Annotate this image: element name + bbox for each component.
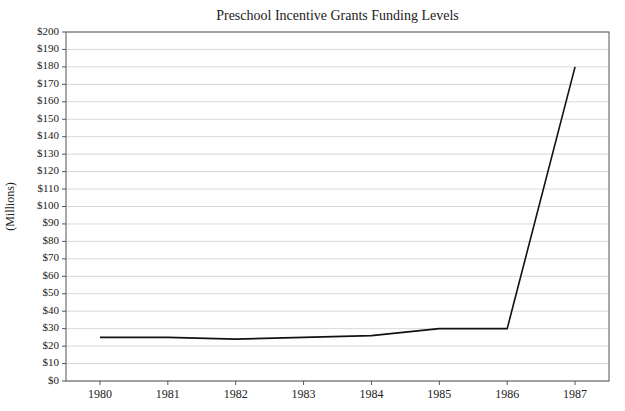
grid-line bbox=[66, 171, 609, 172]
grid-line bbox=[66, 136, 609, 137]
y-tick-label: $50 bbox=[43, 286, 60, 298]
y-tick bbox=[62, 223, 66, 224]
grid-line bbox=[66, 311, 609, 312]
series bbox=[100, 67, 575, 339]
x-tick-label: 1980 bbox=[88, 387, 112, 401]
y-tick-label: $140 bbox=[37, 129, 60, 141]
x-axis: 1980 1981 1982 1983 1984 1985 1986 1987 bbox=[88, 381, 587, 401]
x-tick bbox=[303, 381, 304, 385]
y-tick-label: $30 bbox=[43, 321, 60, 333]
y-tick bbox=[62, 276, 66, 277]
y-tick-label: $130 bbox=[37, 147, 60, 159]
y-tick-label: $80 bbox=[43, 234, 60, 246]
y-tick-label: $110 bbox=[37, 182, 59, 194]
y-axis-label: (Millions) bbox=[3, 182, 17, 231]
grid-line bbox=[66, 328, 609, 329]
x-tick bbox=[167, 381, 168, 385]
y-tick-label: $70 bbox=[43, 251, 60, 263]
x-tick bbox=[439, 381, 440, 385]
y-tick bbox=[62, 32, 66, 33]
grid-line bbox=[66, 154, 609, 155]
y-tick-label: $200 bbox=[37, 25, 60, 37]
y-tick-label: $170 bbox=[37, 77, 60, 89]
y-tick bbox=[62, 363, 66, 364]
x-tick-label: 1982 bbox=[224, 387, 248, 401]
y-tick-label: $60 bbox=[43, 269, 60, 281]
grid-line bbox=[66, 276, 609, 277]
x-tick bbox=[575, 381, 576, 385]
x-tick-label: 1984 bbox=[359, 387, 383, 401]
y-tick-label: $180 bbox=[37, 59, 60, 71]
y-tick bbox=[62, 171, 66, 172]
y-tick-label: $120 bbox=[37, 164, 60, 176]
chart: $0 $10 $20 $30 $40 $50 $60 $70 $80 $90 $100 $110 $12… bbox=[0, 0, 625, 411]
grid-line bbox=[66, 223, 609, 224]
data-line bbox=[100, 67, 575, 339]
grid bbox=[66, 32, 609, 381]
y-tick-label: $160 bbox=[37, 94, 60, 106]
grid-line bbox=[66, 66, 609, 67]
x-tick bbox=[371, 381, 372, 385]
y-tick bbox=[62, 119, 66, 120]
x-tick-label: 1987 bbox=[563, 387, 587, 401]
y-tick bbox=[62, 66, 66, 67]
grid-line bbox=[66, 258, 609, 259]
grid-line bbox=[66, 119, 609, 120]
grid-line bbox=[66, 346, 609, 347]
y-axis: $0 $10 $20 $30 $40 $50 $60 $70 $80 $90 $100 $110 $12… bbox=[37, 25, 66, 386]
y-tick-label: $0 bbox=[48, 374, 60, 386]
x-tick-label: 1981 bbox=[156, 387, 180, 401]
y-tick-label: $20 bbox=[43, 339, 60, 351]
y-tick-label: $100 bbox=[37, 199, 60, 211]
y-tick bbox=[62, 241, 66, 242]
y-tick-label: $150 bbox=[37, 112, 60, 124]
grid-line bbox=[66, 206, 609, 207]
grid-line bbox=[66, 241, 609, 242]
grid-line bbox=[66, 49, 609, 50]
x-tick-label: 1985 bbox=[427, 387, 451, 401]
x-tick bbox=[235, 381, 236, 385]
x-tick bbox=[99, 381, 100, 385]
x-tick-label: 1986 bbox=[495, 387, 519, 401]
y-tick bbox=[62, 189, 66, 190]
y-tick bbox=[62, 311, 66, 312]
y-tick bbox=[62, 101, 66, 102]
y-tick-label: $90 bbox=[43, 216, 60, 228]
grid-line bbox=[66, 363, 609, 364]
y-tick-label: $10 bbox=[43, 356, 60, 368]
y-tick bbox=[62, 154, 66, 155]
y-tick bbox=[62, 136, 66, 137]
plot-frame bbox=[66, 32, 609, 381]
x-tick-label: 1983 bbox=[292, 387, 316, 401]
y-tick bbox=[62, 346, 66, 347]
y-tick-label: $190 bbox=[37, 42, 60, 54]
x-tick bbox=[507, 381, 508, 385]
grid-line bbox=[66, 293, 609, 294]
y-tick bbox=[62, 381, 66, 382]
grid-line bbox=[66, 84, 609, 85]
y-tick bbox=[62, 258, 66, 259]
y-tick bbox=[62, 49, 66, 50]
grid-line bbox=[66, 189, 609, 190]
y-tick bbox=[62, 206, 66, 207]
chart-title: Preschool Incentive Grants Funding Level… bbox=[216, 8, 459, 23]
y-tick bbox=[62, 84, 66, 85]
y-tick-label: $40 bbox=[43, 304, 60, 316]
y-tick bbox=[62, 328, 66, 329]
grid-line bbox=[66, 101, 609, 102]
y-tick bbox=[62, 293, 66, 294]
